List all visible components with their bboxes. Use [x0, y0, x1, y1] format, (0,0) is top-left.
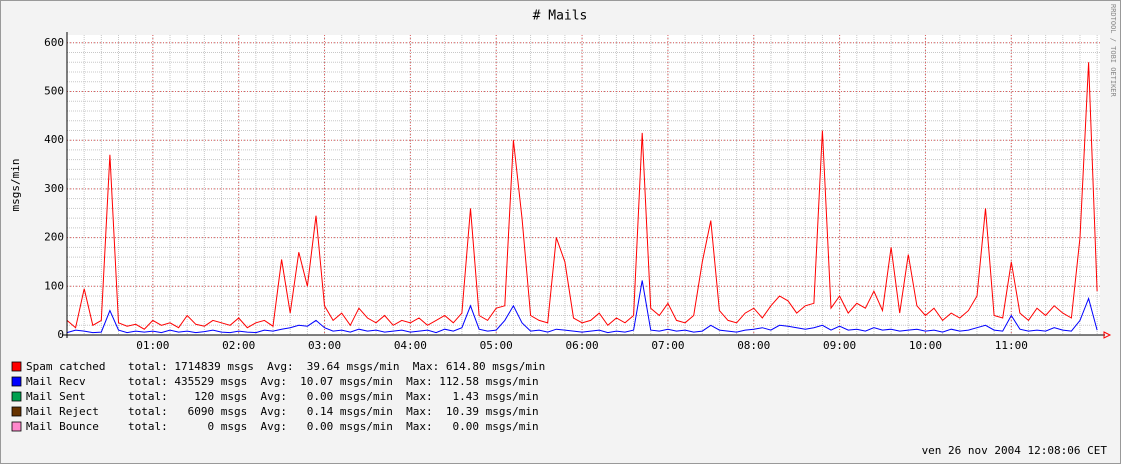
y-tick-label: 500 [44, 84, 64, 97]
series-line [66, 280, 1098, 334]
x-tick-label: 11:00 [995, 339, 1028, 352]
legend-label: Mail Bounce [26, 420, 99, 433]
y-tick-label: 400 [44, 133, 64, 146]
legend-swatch [11, 421, 22, 432]
x-tick-label: 05:00 [480, 339, 513, 352]
legend-stats: total: 0 msgs Avg: 0.00 msgs/min Max: 0.… [128, 420, 539, 433]
x-tick-label: 04:00 [394, 339, 427, 352]
y-axis-label: msgs/min [9, 159, 22, 212]
chart-title: # Mails [533, 9, 588, 24]
y-tick-label: 600 [44, 36, 64, 49]
watermark: RRDTOOL / TOBI OETIKER [1109, 4, 1117, 98]
legend-stats: total: 120 msgs Avg: 0.00 msgs/min Max: … [128, 390, 539, 403]
x-tick-label: 01:00 [136, 339, 169, 352]
legend-swatch [11, 406, 22, 417]
x-tick-label: 08:00 [737, 339, 770, 352]
timestamp: ven 26 nov 2004 12:08:06 CET [922, 444, 1108, 457]
y-tick-label: 200 [44, 231, 64, 244]
legend-stats: total: 435529 msgs Avg: 10.07 msgs/min M… [128, 375, 539, 388]
x-tick-label: 10:00 [909, 339, 942, 352]
legend-swatch [11, 361, 22, 372]
x-tick-label: 06:00 [566, 339, 599, 352]
legend-label: Spam catched [26, 360, 105, 373]
legend-label: Mail Sent [26, 390, 86, 403]
legend: Spam catched total: 1714839 msgs Avg: 39.… [11, 360, 545, 433]
y-tick-label: 100 [44, 279, 64, 292]
x-tick-label: 03:00 [308, 339, 341, 352]
legend-swatch [11, 391, 22, 402]
x-tick-label: 07:00 [651, 339, 684, 352]
x-axis-arrow [1103, 331, 1112, 339]
x-tick-label: 09:00 [823, 339, 856, 352]
y-tick-label: 0 [57, 328, 64, 341]
x-tick-label: 02:00 [222, 339, 255, 352]
legend-swatch [11, 376, 22, 387]
legend-label: Mail Recv [26, 375, 86, 388]
series-line [66, 62, 1098, 330]
axes: 01:00 02:00 03:00 04:00 05:00 06:00 07:00 08:00… [44, 32, 1112, 352]
y-tick-label: 300 [44, 182, 64, 195]
legend-label: Mail Reject [26, 405, 99, 418]
grid [66, 35, 1100, 336]
legend-stats: total: 1714839 msgs Avg: 39.64 msgs/min … [128, 360, 545, 373]
legend-stats: total: 6090 msgs Avg: 0.14 msgs/min Max:… [128, 405, 539, 418]
